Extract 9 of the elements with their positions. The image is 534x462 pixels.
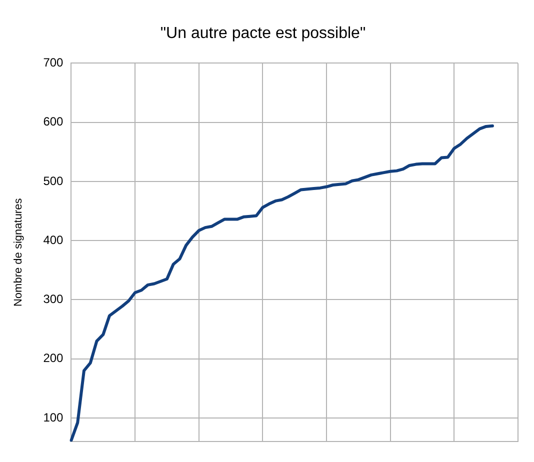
y-tick-label: 600 [43, 114, 64, 129]
y-tick-label: 300 [43, 292, 64, 306]
y-tick-label: 100 [43, 410, 64, 424]
y-axis-title: Nombre de signatures [12, 198, 25, 307]
y-tick-label: 500 [43, 174, 64, 188]
y-tick-label: 700 [43, 56, 64, 70]
y-tick-label: 200 [43, 351, 64, 366]
y-tick-label: 400 [43, 232, 64, 247]
chart-title: "Un autre pacte est possible" [160, 25, 366, 42]
